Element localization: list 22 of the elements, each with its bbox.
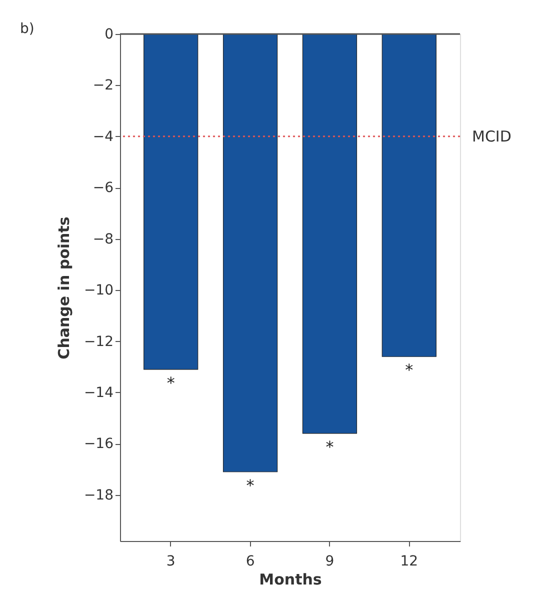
- annotation: *: [246, 476, 254, 495]
- x-tick-label: 6: [246, 554, 255, 570]
- ref-line-label: MCID: [472, 127, 512, 146]
- y-tick-label: −14: [84, 384, 114, 401]
- y-tick-label: −6: [92, 180, 114, 196]
- y-axis-title: Change in points: [54, 216, 73, 360]
- y-tick-label: −18: [84, 487, 114, 504]
- x-tick-label: 3: [166, 554, 176, 570]
- x-axis-title: Months: [259, 570, 322, 588]
- y-tick-label: −8: [92, 231, 114, 248]
- x-tick-label: 9: [325, 554, 334, 570]
- x-tick-label: 12: [400, 554, 418, 570]
- y-tick-label: −12: [84, 334, 114, 350]
- y-tick-label: −2: [92, 78, 114, 94]
- text: b): [20, 21, 34, 37]
- y-tick-label: −10: [84, 282, 114, 299]
- annotation: *: [166, 373, 175, 392]
- annotation: *: [326, 437, 334, 456]
- y-tick-label: −4: [92, 128, 114, 145]
- y-tick-label: −16: [84, 436, 114, 452]
- y-tick-label: 0: [104, 26, 114, 42]
- annotation: *: [405, 360, 414, 380]
